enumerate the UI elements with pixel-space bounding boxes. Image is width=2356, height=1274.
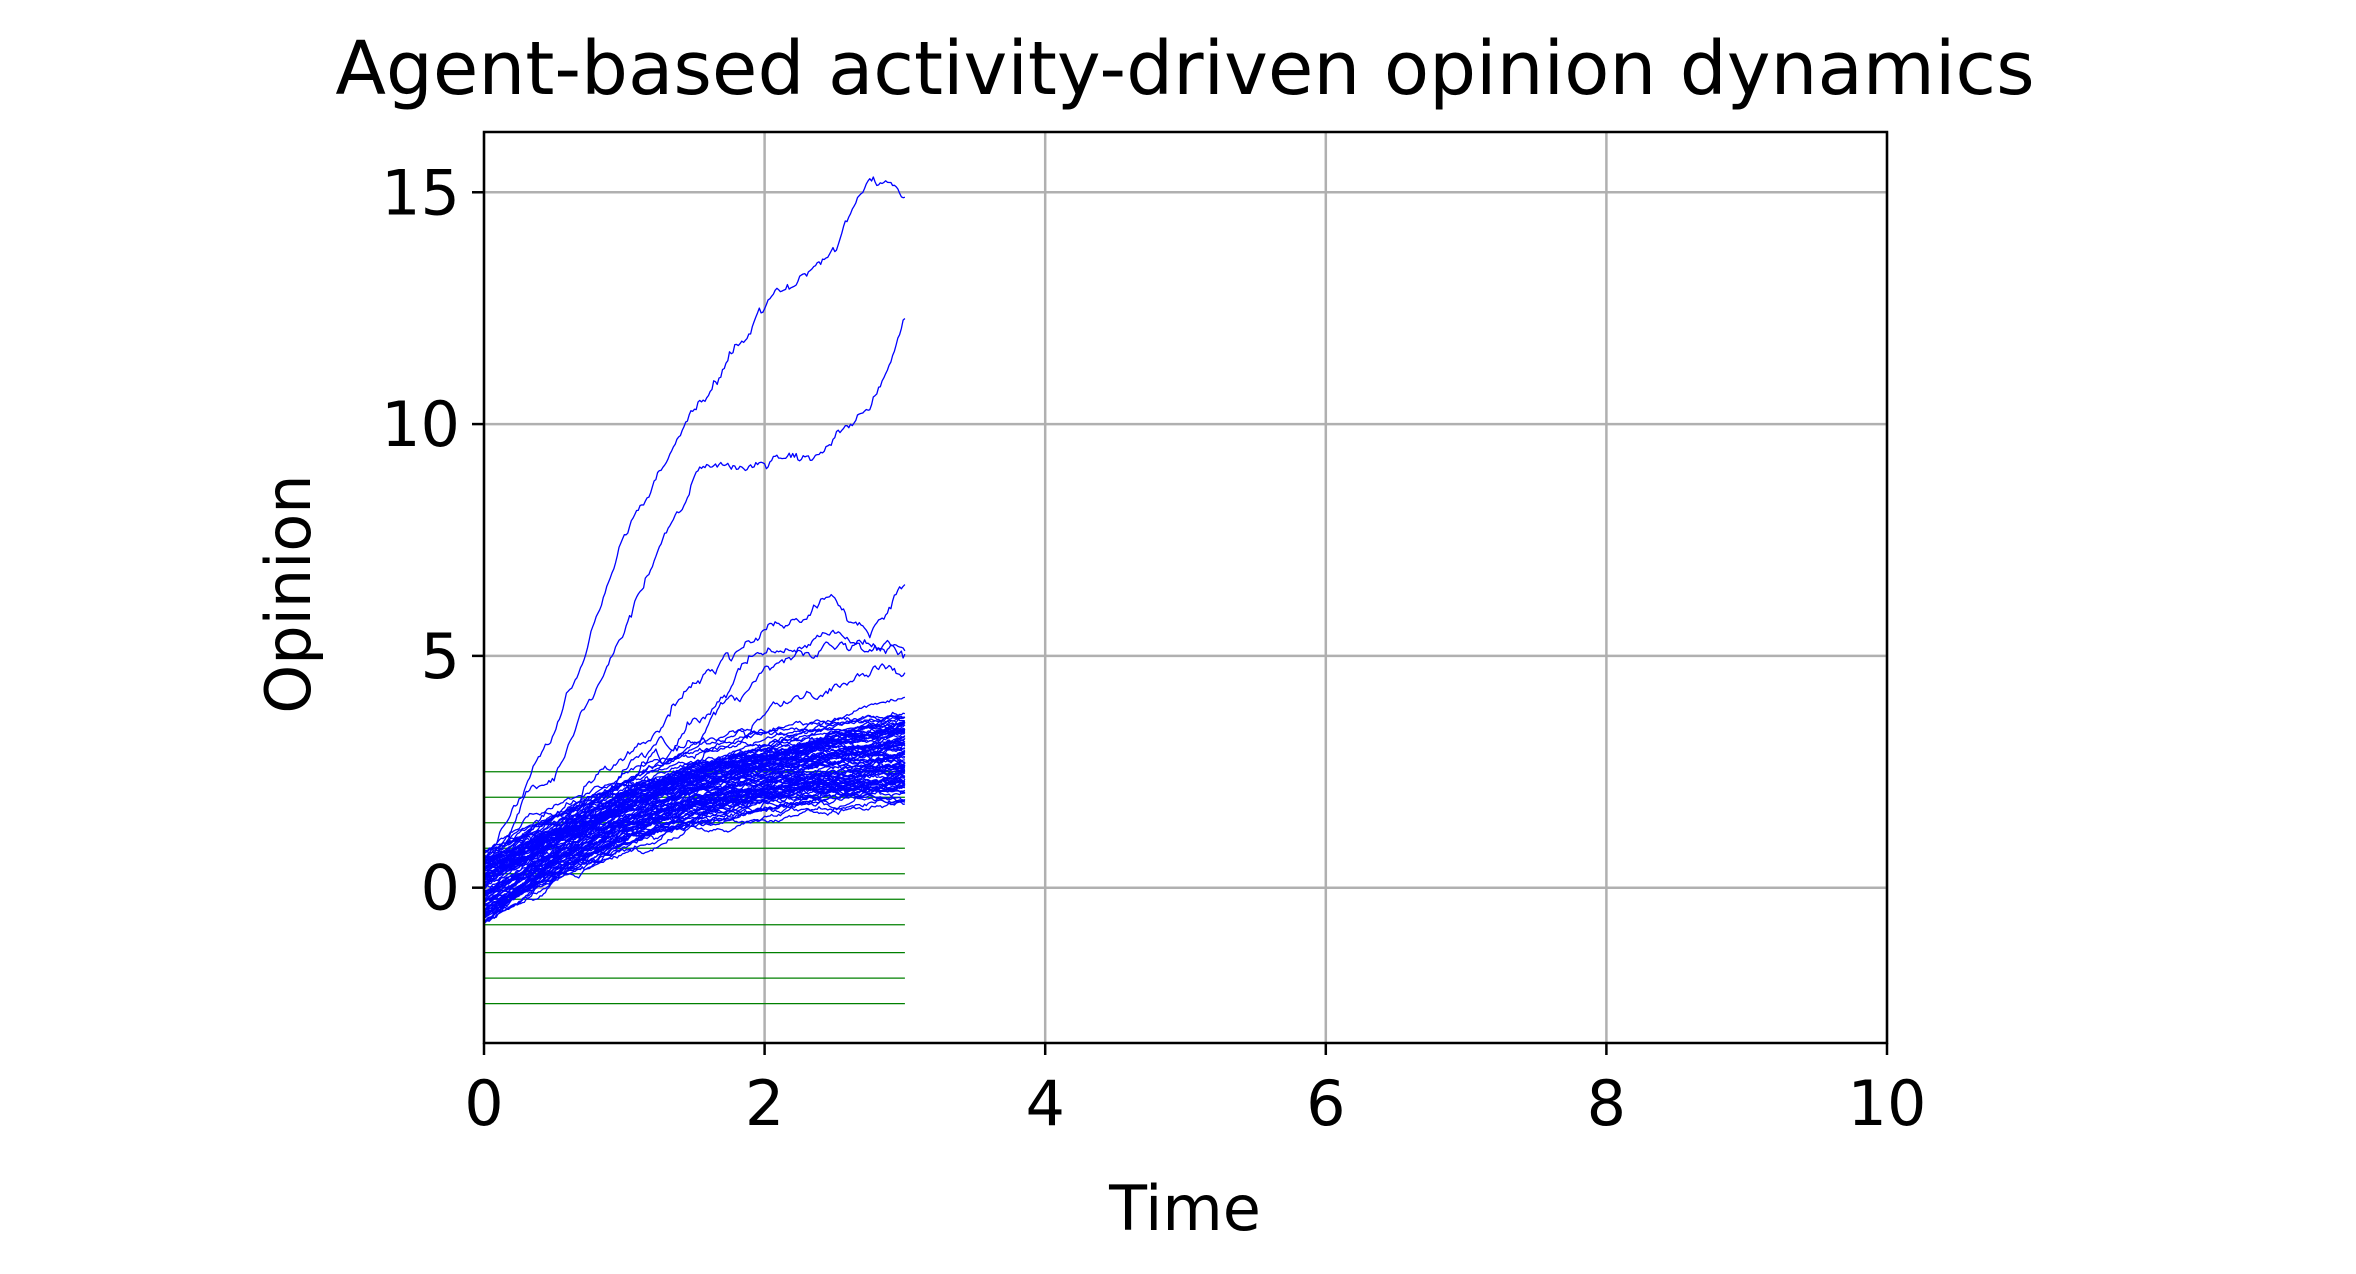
trajectory-line	[483, 777, 906, 902]
y-axis-ticks: 0 5 10 15	[381, 156, 484, 925]
outlier-trajectory-line	[483, 663, 906, 881]
y-tick-label: 5	[421, 620, 460, 693]
trajectory-line	[483, 722, 906, 864]
trajectory-line	[483, 696, 906, 854]
plot-frame	[482, 130, 1889, 1045]
opinion-trajectories	[483, 176, 906, 925]
trajectory-line	[483, 750, 906, 880]
x-tick-label: 6	[1306, 1067, 1345, 1140]
plot-background	[484, 132, 1887, 1043]
x-tick-label: 0	[464, 1067, 503, 1140]
trajectory-line	[483, 785, 906, 914]
trajectory-line	[483, 752, 906, 889]
trajectory-line	[483, 785, 906, 924]
y-tick-label: 15	[381, 156, 460, 229]
outlier-trajectory-line	[483, 639, 906, 873]
x-axis-label: Time	[1108, 1172, 1261, 1245]
trajectory-line	[483, 779, 905, 916]
plot-area	[482, 130, 1889, 1045]
y-tick-label: 0	[421, 852, 460, 925]
x-axis-ticks: 0 2 4 6 8 10	[464, 1043, 1926, 1140]
trajectory-line	[483, 720, 906, 858]
trajectory-line	[483, 721, 906, 864]
y-axis-label: Opinion	[252, 474, 325, 713]
x-tick-label: 2	[745, 1067, 784, 1140]
trajectory-line	[483, 749, 906, 895]
outlier-trajectory-line	[483, 318, 906, 871]
x-tick-label: 10	[1848, 1067, 1927, 1140]
y-tick-label: 10	[381, 388, 460, 461]
x-tick-label: 8	[1587, 1067, 1626, 1140]
outlier-trajectory-line	[483, 584, 906, 866]
outlier-trajectory-line	[483, 176, 906, 862]
trajectory-line	[483, 744, 906, 883]
trajectory-line	[483, 753, 906, 885]
trajectory-line	[484, 725, 906, 877]
x-tick-label: 4	[1025, 1067, 1064, 1140]
chart-title: Agent-based activity-driven opinion dyna…	[335, 26, 2034, 112]
